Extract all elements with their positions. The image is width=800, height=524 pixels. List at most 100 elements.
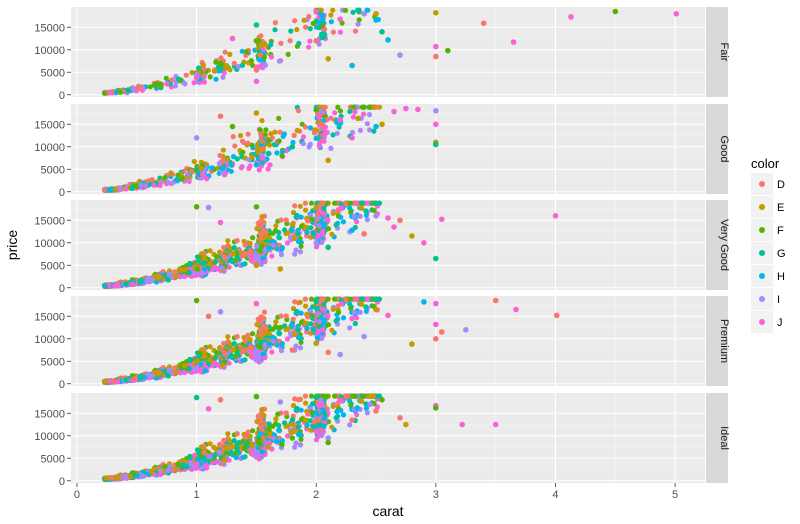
scatter-point bbox=[173, 273, 179, 279]
scatter-point bbox=[186, 366, 192, 372]
scatter-point bbox=[231, 251, 237, 257]
scatter-point bbox=[234, 238, 240, 244]
scatter-point bbox=[350, 114, 356, 120]
scatter-point bbox=[313, 340, 320, 347]
scatter-point bbox=[289, 347, 296, 353]
scatter-point bbox=[320, 228, 326, 234]
scatter-point bbox=[352, 320, 358, 327]
scatter-point bbox=[374, 404, 380, 410]
scatter-point bbox=[325, 244, 332, 251]
scatter-point bbox=[258, 339, 264, 346]
scatter-point bbox=[135, 83, 142, 89]
scatter-point bbox=[265, 166, 271, 172]
scatter-point bbox=[207, 248, 213, 254]
scatter-point bbox=[227, 245, 233, 251]
scatter-point bbox=[249, 154, 255, 160]
scatter-point bbox=[357, 309, 363, 315]
scatter-point bbox=[217, 309, 224, 315]
scatter-point bbox=[260, 316, 266, 322]
scatter-point bbox=[297, 203, 303, 209]
scatter-point bbox=[333, 222, 339, 228]
scatter-point bbox=[271, 242, 277, 248]
scatter-point bbox=[350, 9, 356, 15]
scatter-point bbox=[294, 405, 300, 411]
scatter-point bbox=[342, 7, 349, 13]
scatter-point bbox=[220, 362, 226, 368]
scatter-point bbox=[276, 58, 283, 64]
scatter-point bbox=[219, 265, 225, 271]
scatter-point bbox=[361, 231, 367, 237]
scatter-point bbox=[292, 251, 298, 257]
scatter-point bbox=[351, 309, 357, 315]
scatter-point bbox=[253, 22, 260, 28]
scatter-point bbox=[261, 249, 267, 255]
scatter-point bbox=[355, 115, 361, 122]
scatter-point bbox=[334, 130, 340, 136]
scatter-point bbox=[250, 62, 256, 68]
scatter-point bbox=[330, 210, 336, 216]
scatter-point bbox=[300, 141, 306, 147]
scatter-point bbox=[253, 262, 260, 269]
scatter-point bbox=[298, 310, 304, 316]
scatter-point bbox=[173, 177, 179, 183]
scatter-point bbox=[188, 168, 195, 174]
scatter-point bbox=[132, 375, 138, 381]
scatter-point bbox=[350, 104, 357, 110]
scatter-point bbox=[366, 104, 372, 110]
scatter-point bbox=[308, 234, 314, 240]
scatter-point bbox=[313, 38, 320, 44]
scatter-point bbox=[332, 296, 338, 302]
scatter-point bbox=[232, 353, 238, 360]
scatter-point bbox=[295, 327, 301, 333]
scatter-point bbox=[207, 344, 213, 350]
scatter-point bbox=[152, 82, 158, 88]
scatter-point bbox=[151, 182, 157, 188]
scatter-point bbox=[313, 298, 320, 305]
scatter-point bbox=[253, 162, 260, 168]
scatter-point bbox=[292, 203, 298, 209]
scatter-point bbox=[397, 52, 403, 58]
scatter-point bbox=[308, 296, 315, 302]
scatter-point bbox=[283, 217, 289, 223]
scatter-point bbox=[337, 108, 344, 114]
scatter-point bbox=[138, 375, 144, 381]
scatter-point bbox=[253, 357, 260, 363]
scatter-point bbox=[315, 233, 321, 239]
scatter-point bbox=[332, 200, 338, 206]
scatter-point bbox=[337, 117, 344, 123]
scatter-point bbox=[314, 311, 320, 317]
scatter-point bbox=[347, 325, 353, 331]
scatter-point bbox=[250, 258, 256, 264]
scatter-point bbox=[255, 322, 261, 328]
scatter-point bbox=[194, 262, 200, 268]
scatter-point bbox=[568, 14, 574, 20]
scatter-point bbox=[235, 63, 242, 70]
scatter-point bbox=[220, 74, 226, 80]
scatter-point bbox=[373, 296, 379, 302]
scatter-point bbox=[258, 131, 264, 137]
scatter-point bbox=[313, 437, 320, 443]
scatter-point bbox=[199, 269, 205, 276]
scatter-point bbox=[202, 368, 208, 374]
scatter-point bbox=[156, 275, 162, 281]
scatter-point bbox=[325, 349, 332, 356]
scatter-point bbox=[310, 20, 316, 26]
scatter-point bbox=[325, 322, 332, 328]
scatter-point bbox=[278, 217, 284, 223]
scatter-point bbox=[291, 132, 297, 138]
scatter-point bbox=[303, 225, 309, 231]
scatter-point bbox=[364, 200, 370, 206]
scatter-point bbox=[277, 324, 284, 331]
scatter-point bbox=[102, 187, 108, 193]
scatter-point bbox=[173, 466, 179, 472]
scatter-point bbox=[361, 11, 367, 17]
scatter-point bbox=[356, 7, 362, 13]
scatter-point bbox=[239, 48, 245, 54]
scatter-point bbox=[303, 303, 309, 309]
scatter-point bbox=[271, 338, 277, 344]
facet-panel-ideal: Ideal bbox=[71, 393, 730, 483]
points bbox=[101, 200, 559, 289]
points bbox=[101, 296, 560, 385]
scatter-point bbox=[370, 104, 376, 110]
scatter-point bbox=[245, 140, 251, 146]
